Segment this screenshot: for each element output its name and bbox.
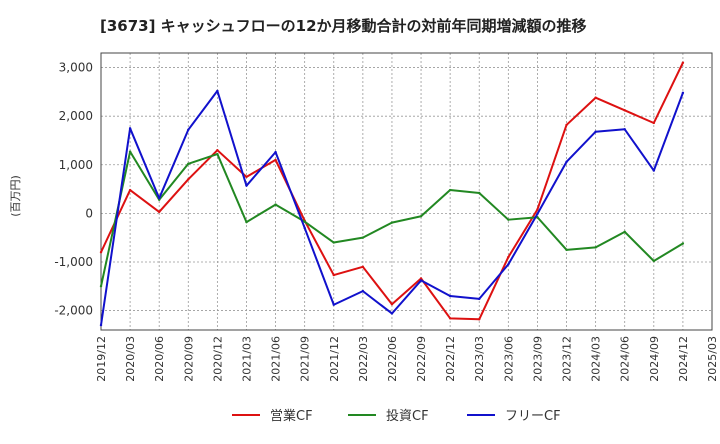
x-tick-label: 2023/12 bbox=[561, 336, 574, 382]
data-point bbox=[274, 203, 277, 206]
data-point bbox=[594, 246, 597, 249]
legend: 営業CF 投資CF フリーCF bbox=[232, 408, 561, 424]
x-tick-label: 2024/06 bbox=[619, 336, 632, 382]
x-tick-label: 2024/12 bbox=[677, 336, 690, 382]
data-point bbox=[361, 236, 365, 239]
x-tick-label: 2022/06 bbox=[386, 336, 399, 382]
data-point bbox=[157, 197, 161, 200]
x-tick-label: 2022/03 bbox=[357, 336, 370, 382]
data-point bbox=[419, 277, 423, 280]
x-tick-label: 2022/09 bbox=[415, 336, 428, 382]
data-point bbox=[245, 220, 248, 224]
data-point bbox=[448, 294, 452, 298]
data-point bbox=[390, 303, 394, 306]
data-point bbox=[303, 220, 306, 223]
data-point bbox=[419, 215, 423, 218]
plot-area: 3,000 2,000 1,000 0 -1,000 -2,000 2019/12 2020/… bbox=[54, 52, 719, 382]
y-tick-label: 0 bbox=[85, 206, 93, 220]
data-point bbox=[565, 123, 568, 127]
legend-label: 営業CF bbox=[270, 408, 313, 424]
data-point bbox=[157, 210, 161, 214]
data-point bbox=[681, 91, 685, 95]
data-point bbox=[681, 242, 685, 245]
y-axis-label: (百万円) bbox=[9, 175, 22, 217]
data-point bbox=[187, 162, 190, 165]
data-point bbox=[623, 109, 626, 112]
data-point bbox=[245, 175, 248, 179]
y-tick-label: 2,000 bbox=[59, 109, 93, 123]
plot-background bbox=[101, 53, 712, 330]
legend-label: 投資CF bbox=[386, 408, 429, 424]
data-point bbox=[536, 208, 539, 211]
data-point bbox=[448, 188, 452, 192]
y-tick-label: 1,000 bbox=[59, 158, 93, 172]
x-tick-label: 2020/03 bbox=[124, 336, 137, 382]
data-point bbox=[594, 130, 597, 133]
data-point bbox=[652, 259, 656, 263]
data-point bbox=[128, 127, 132, 130]
data-point bbox=[332, 241, 335, 244]
x-tick-label: 2023/09 bbox=[531, 336, 544, 382]
data-point bbox=[536, 212, 539, 216]
data-point bbox=[361, 265, 365, 269]
data-point bbox=[390, 221, 394, 224]
x-tick-label: 2020/12 bbox=[211, 336, 224, 382]
x-tick-label: 2021/12 bbox=[328, 336, 341, 382]
data-point bbox=[623, 230, 626, 234]
data-point bbox=[245, 184, 248, 187]
chart-title: [3673] キャッシュフローの12か月移動合計の対前年同期増減額の推移 bbox=[100, 17, 587, 35]
data-point bbox=[681, 61, 685, 64]
data-point bbox=[216, 89, 219, 93]
data-point bbox=[448, 317, 452, 320]
data-point bbox=[361, 289, 365, 293]
data-point bbox=[99, 323, 103, 327]
data-point bbox=[565, 160, 568, 164]
x-tick-label: 2020/06 bbox=[153, 336, 166, 382]
x-tick-label: 2024/03 bbox=[590, 336, 603, 382]
data-point bbox=[128, 188, 132, 192]
data-point bbox=[128, 150, 132, 153]
x-tick-label: 2025/03 bbox=[706, 336, 719, 382]
data-point bbox=[652, 169, 656, 172]
data-point bbox=[478, 318, 481, 321]
data-point bbox=[652, 121, 656, 125]
x-tick-label: 2021/03 bbox=[240, 336, 253, 382]
data-point bbox=[303, 226, 306, 230]
data-point bbox=[419, 279, 423, 282]
x-tick-label: 2021/09 bbox=[299, 336, 312, 382]
data-point bbox=[507, 218, 510, 221]
data-point bbox=[507, 263, 510, 266]
y-tick-label: -1,000 bbox=[54, 255, 93, 269]
x-tick-label: 2024/09 bbox=[648, 336, 661, 382]
data-point bbox=[478, 297, 481, 301]
data-point bbox=[274, 158, 277, 162]
data-point bbox=[623, 128, 626, 131]
x-tick-label: 2022/12 bbox=[444, 336, 457, 382]
x-tick-label: 2019/12 bbox=[95, 336, 108, 382]
data-point bbox=[99, 251, 103, 254]
data-point bbox=[390, 312, 394, 315]
y-tick-label: -2,000 bbox=[54, 304, 93, 318]
data-point bbox=[594, 96, 597, 99]
data-point bbox=[187, 128, 190, 131]
x-tick-label: 2023/03 bbox=[473, 336, 486, 382]
x-tick-label: 2023/06 bbox=[502, 336, 515, 382]
data-point bbox=[332, 303, 335, 306]
data-point bbox=[99, 285, 103, 288]
x-tick-label: 2020/09 bbox=[182, 336, 195, 382]
data-point bbox=[478, 191, 481, 195]
plot-frame bbox=[100, 52, 713, 331]
data-point bbox=[216, 148, 219, 152]
data-point bbox=[507, 255, 510, 259]
data-point bbox=[332, 273, 335, 277]
y-tick-label: 3,000 bbox=[59, 61, 93, 75]
legend-label: フリーCF bbox=[505, 409, 561, 424]
data-point bbox=[565, 248, 568, 252]
data-point bbox=[274, 150, 277, 154]
x-tick-label: 2021/06 bbox=[270, 336, 283, 382]
data-point bbox=[216, 152, 219, 156]
data-point bbox=[187, 178, 190, 181]
